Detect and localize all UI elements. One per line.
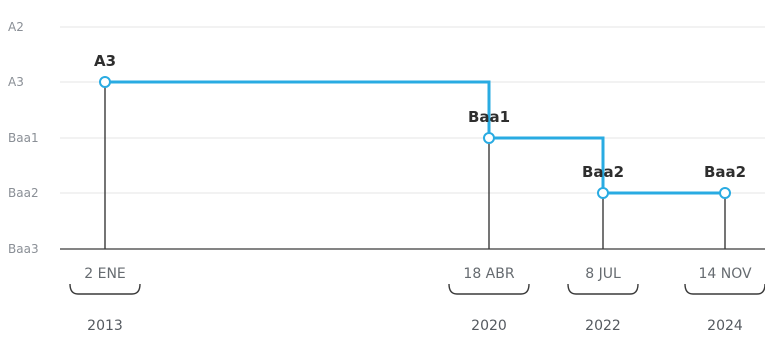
year-label: 2020 (471, 318, 507, 334)
date-labels: 2 ENE 18 ABR 8 JUL 14 NOV (69, 266, 765, 295)
date-label: 18 ABR (463, 266, 514, 282)
date-label: 8 JUL (585, 266, 621, 282)
data-point (483, 132, 495, 144)
date-bracket (69, 283, 141, 295)
y-tick-label: Baa2 (8, 186, 39, 200)
y-tick-label: Baa1 (8, 131, 39, 145)
data-point (597, 187, 609, 199)
date-label: 14 NOV (698, 266, 752, 282)
data-label: Baa2 (704, 163, 746, 181)
date-bracket (684, 283, 765, 295)
y-tick-label: Baa3 (8, 242, 39, 256)
data-point (719, 187, 731, 199)
year-labels: 2013 2020 2022 2024 (87, 318, 743, 334)
date-label: 2 ENE (84, 266, 126, 282)
grid-layer (60, 26, 765, 250)
date-bracket (567, 283, 639, 295)
year-label: 2013 (87, 318, 123, 334)
date-bracket (448, 283, 530, 295)
year-label: 2022 (585, 318, 621, 334)
rating-series-line (105, 80, 725, 195)
point-layer (99, 76, 731, 199)
data-label: Baa2 (582, 163, 624, 181)
y-tick-label: A3 (8, 75, 24, 89)
y-tick-label: A2 (8, 20, 24, 34)
y-axis-labels: A2 A3 Baa1 Baa2 Baa3 (8, 20, 39, 256)
data-label: A3 (94, 52, 116, 70)
data-label: Baa1 (468, 108, 510, 126)
year-label: 2024 (707, 318, 743, 334)
line-layer (105, 80, 725, 195)
data-point (99, 76, 111, 88)
stem-layer (104, 82, 726, 249)
point-labels: A3 Baa1 Baa2 Baa2 (94, 52, 746, 181)
